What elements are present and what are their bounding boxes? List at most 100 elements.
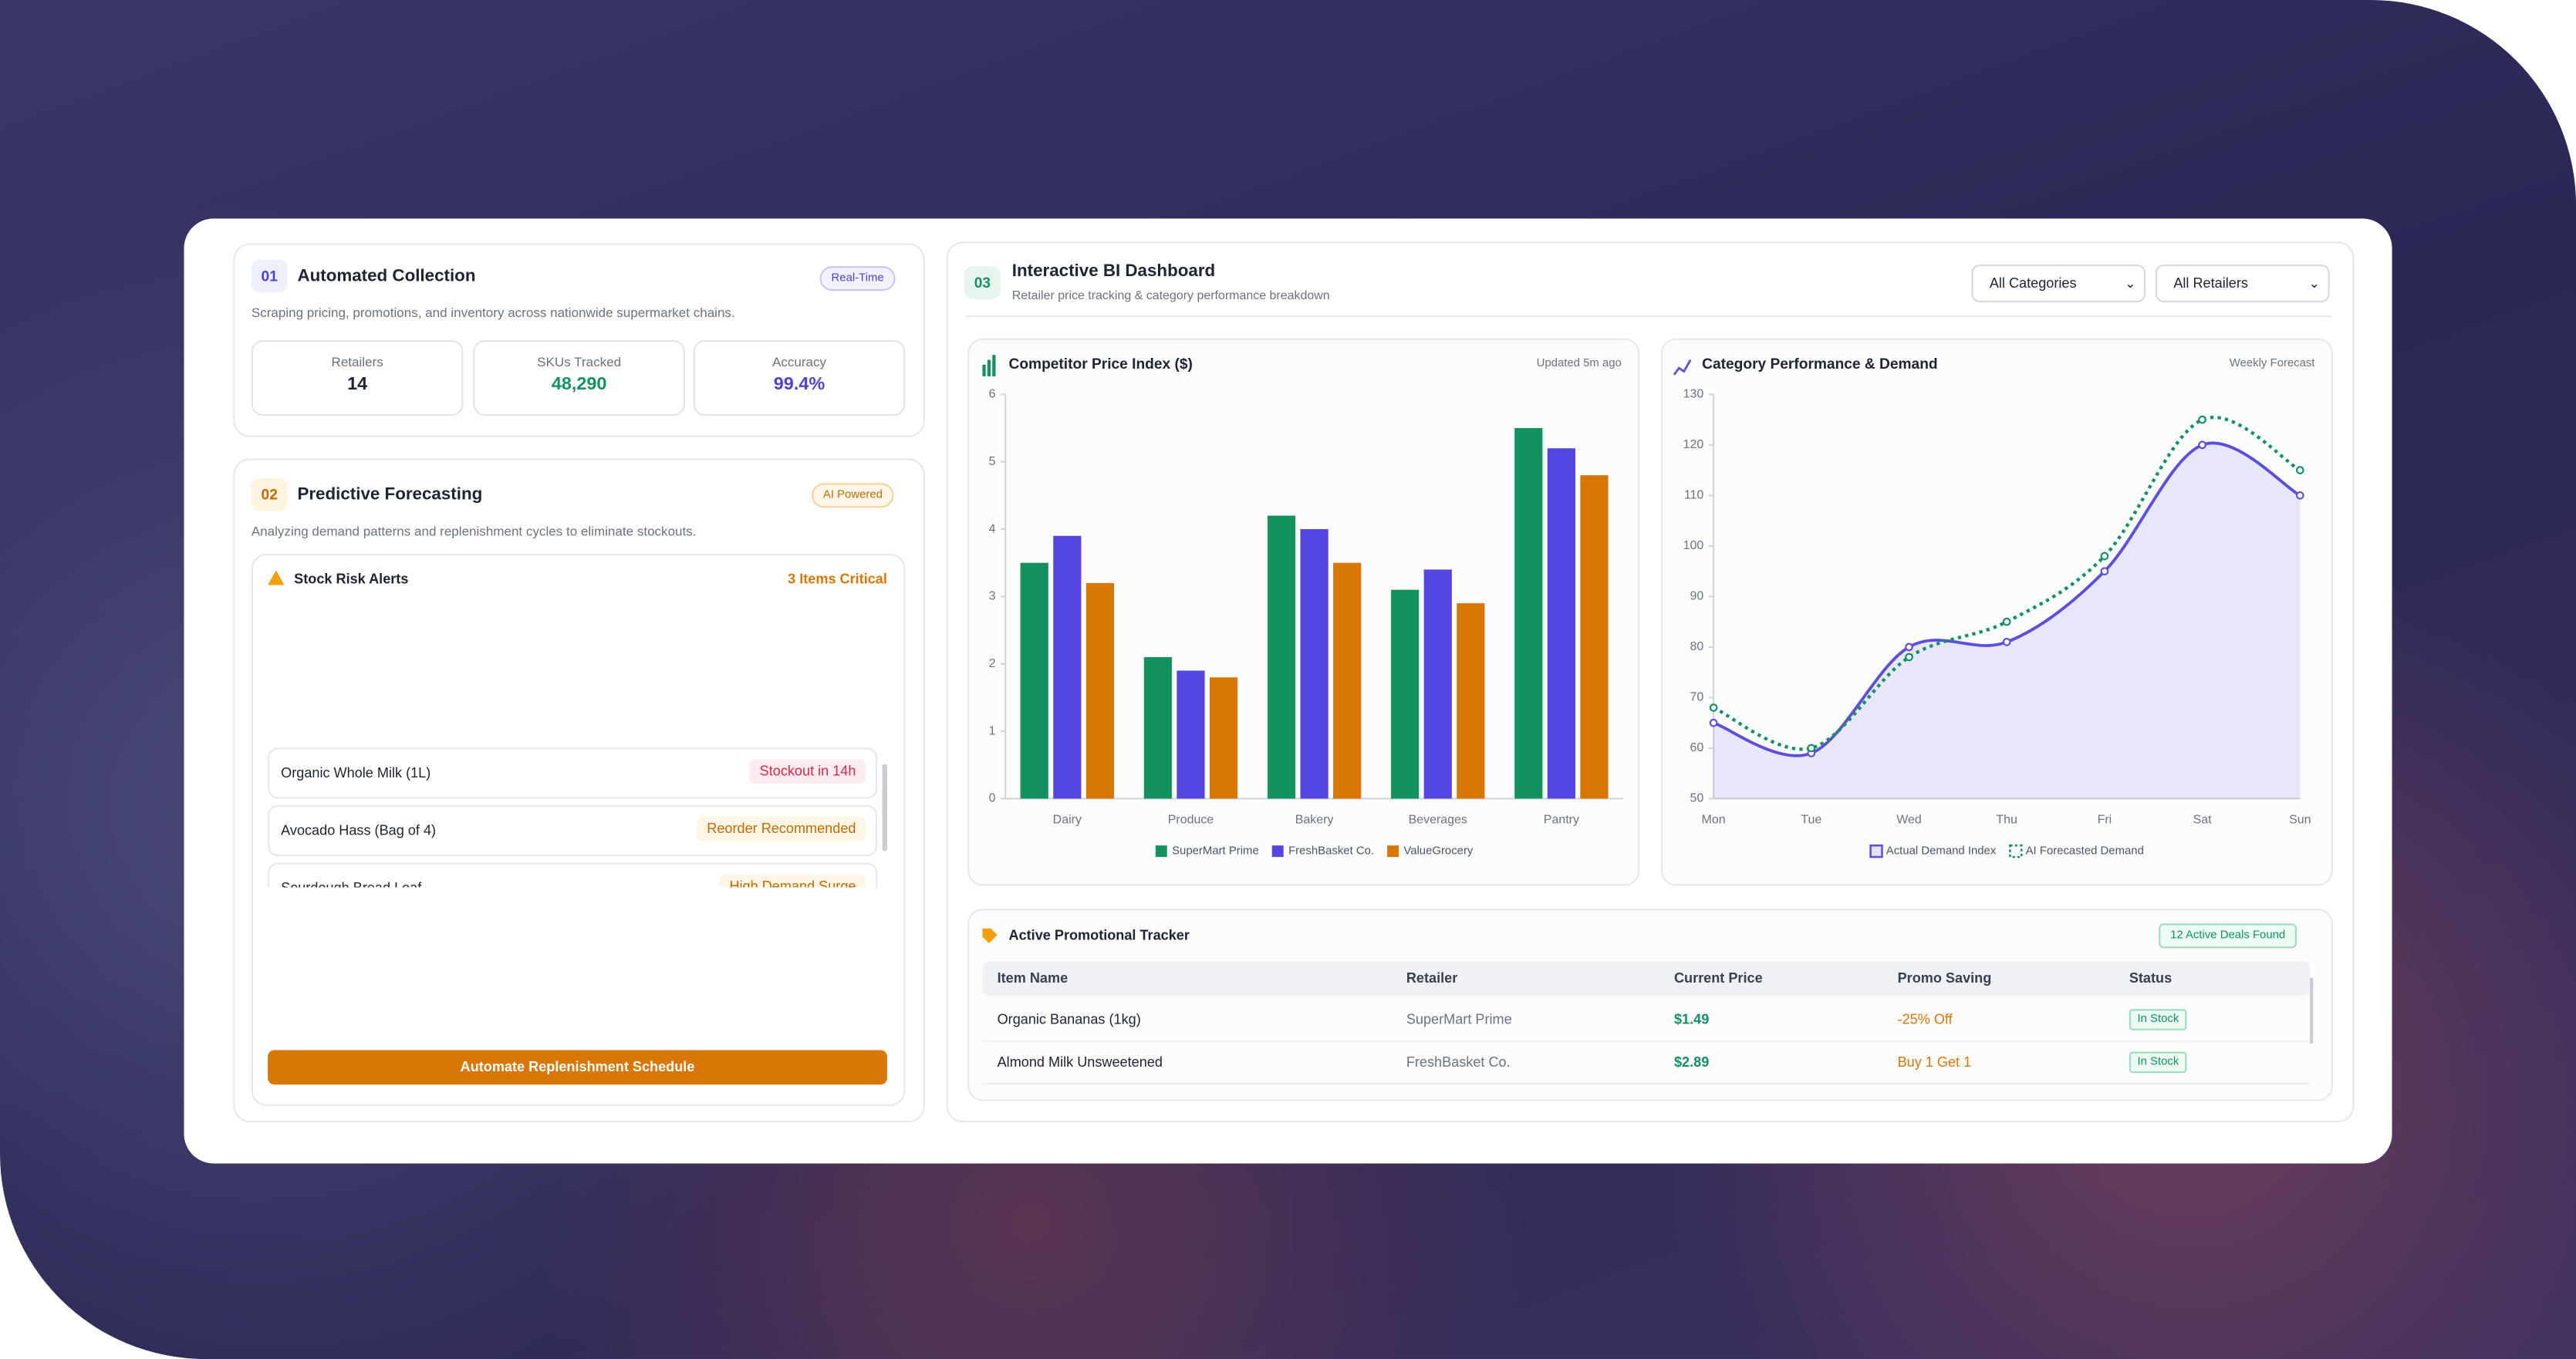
y-tick-label: 70 <box>1690 691 1704 704</box>
panel-title: Interactive BI Dashboard <box>1011 261 1216 282</box>
item-status: High Demand Surge <box>719 874 866 888</box>
y-tick-label: 0 <box>989 792 996 805</box>
column-header: Item Name <box>997 970 1069 986</box>
item-name: Organic Whole Milk (1L) <box>281 764 431 781</box>
bar <box>1457 603 1485 799</box>
step-number: 03 <box>964 266 1001 299</box>
y-tick-label: 5 <box>989 455 996 468</box>
column-header: Promo Saving <box>1897 970 1992 986</box>
line-chart: Category Performance & Demand Weekly Fore… <box>1673 356 2315 858</box>
x-tick-label: Fri <box>2098 813 2112 826</box>
description: Scraping pricing, promotions, and invent… <box>251 305 735 321</box>
bar <box>1514 428 1543 799</box>
scrollbar[interactable] <box>882 764 887 851</box>
point <box>1905 642 1913 652</box>
stat-value: 14 <box>347 374 368 395</box>
point <box>1709 703 1718 712</box>
scrollbar[interactable] <box>2310 977 2314 1044</box>
row-divider <box>982 1083 2311 1085</box>
legend-swatch <box>1155 845 1167 858</box>
legend-swatch <box>1869 844 1883 858</box>
column-header: Status <box>2129 970 2173 986</box>
bar <box>1085 582 1115 799</box>
y-tick-label: 80 <box>1690 640 1704 653</box>
y-tick-label: 6 <box>989 388 996 401</box>
table-cell: In Stock <box>2129 1051 2187 1074</box>
chart-subtitle: Updated 5m ago <box>1537 357 1622 369</box>
retailer-filter[interactable]: All Retailers ⌄ <box>2155 265 2330 303</box>
panel-title: Automated Collection <box>297 266 476 286</box>
legend-label: SuperMart Prime <box>1172 845 1259 858</box>
bar <box>1053 535 1082 799</box>
warning-icon <box>268 570 285 585</box>
legend-label: ValueGrocery <box>1403 845 1474 858</box>
bar <box>1423 569 1452 799</box>
x-tick-label: Pantry <box>1544 813 1579 826</box>
x-tick-label: Sun <box>2289 813 2311 826</box>
column-header: Current Price <box>1673 970 1763 986</box>
legend-label: Actual Demand Index <box>1886 845 1997 858</box>
description: Analyzing demand patterns and replenishm… <box>251 524 697 539</box>
icon-bar <box>987 359 991 376</box>
stat-label: SKUs Tracked <box>537 355 622 370</box>
stat-value: 99.4% <box>773 374 825 395</box>
table-cell: In Stock <box>2129 1009 2187 1030</box>
x-tick-label: Tue <box>1801 813 1821 826</box>
column-header: Retailer <box>1406 970 1458 986</box>
bar <box>1580 475 1609 799</box>
y-tick-label: 50 <box>1690 792 1704 805</box>
bar-chart: Competitor Price Index ($) Updated 5m ago… <box>982 355 1623 858</box>
badge: AI Powered <box>811 483 894 508</box>
y-tick-label: 110 <box>1684 489 1704 502</box>
item-name: Sourdough Bread Loaf <box>281 879 421 888</box>
icon-line <box>1673 359 1692 376</box>
badge: Real-Time <box>819 266 896 292</box>
x-tick-label: Dairy <box>1053 813 1082 826</box>
chart-title: Competitor Price Index ($) <box>1009 356 1193 373</box>
chart-title: Category Performance & Demand <box>1702 356 1937 373</box>
divider <box>966 315 2331 318</box>
legend: SuperMart Prime FreshBasket Co. ValueGroce… <box>1155 845 1474 858</box>
point <box>1905 653 1913 662</box>
table-cell: Organic Bananas (1kg) <box>997 1010 1141 1027</box>
icon-bar <box>992 355 996 376</box>
replenish-button[interactable]: Automate Replenishment Schedule <box>268 1050 887 1085</box>
filter-label: All Categories <box>1989 274 2077 292</box>
table-cell: FreshBasket Co. <box>1406 1053 1511 1071</box>
y-tick-label: 2 <box>989 657 996 670</box>
stat-card: Accuracy 99.4% <box>693 340 906 416</box>
y-tick-label: 3 <box>989 590 996 603</box>
bar <box>1267 515 1296 799</box>
bar <box>1300 529 1329 799</box>
table-cell: Buy 1 Get 1 <box>1897 1053 1972 1071</box>
bar <box>1547 448 1575 799</box>
stat-card: SKUs Tracked 48,290 <box>473 340 686 416</box>
alerts-list: Organic Whole Milk (1L) Stockout in 14h … <box>268 747 879 888</box>
bar <box>1333 562 1362 799</box>
chart-card <box>1660 338 2333 886</box>
stat-label: Retailers <box>331 355 383 370</box>
alerts-summary: 3 Items Critical <box>788 570 887 587</box>
x-tick-label: Beverages <box>1409 813 1467 826</box>
stat-card: Retailers 14 <box>251 340 464 416</box>
legend-swatch <box>2009 844 2023 858</box>
legend-swatch <box>1271 845 1284 858</box>
x-tick-label: Sat <box>2193 813 2213 826</box>
point <box>2100 551 2109 561</box>
item-status: Reorder Recommended <box>697 816 866 841</box>
point <box>2295 491 2304 500</box>
point <box>2100 567 2109 575</box>
legend-swatch <box>1387 845 1399 858</box>
category-filter[interactable]: All Categories ⌄ <box>1971 265 2146 303</box>
point <box>1807 744 1816 753</box>
point <box>1709 718 1718 727</box>
legend: Actual Demand Index AI Forecasted Demand <box>1869 844 2144 858</box>
bar <box>1391 589 1420 799</box>
y-tick-label: 1 <box>989 724 996 737</box>
y-tick-label: 90 <box>1690 590 1704 603</box>
bar <box>1020 562 1048 799</box>
legend-label: AI Forecasted Demand <box>2026 845 2144 858</box>
x-tick-label: Produce <box>1168 813 1214 826</box>
filter-label: All Retailers <box>2173 274 2248 292</box>
